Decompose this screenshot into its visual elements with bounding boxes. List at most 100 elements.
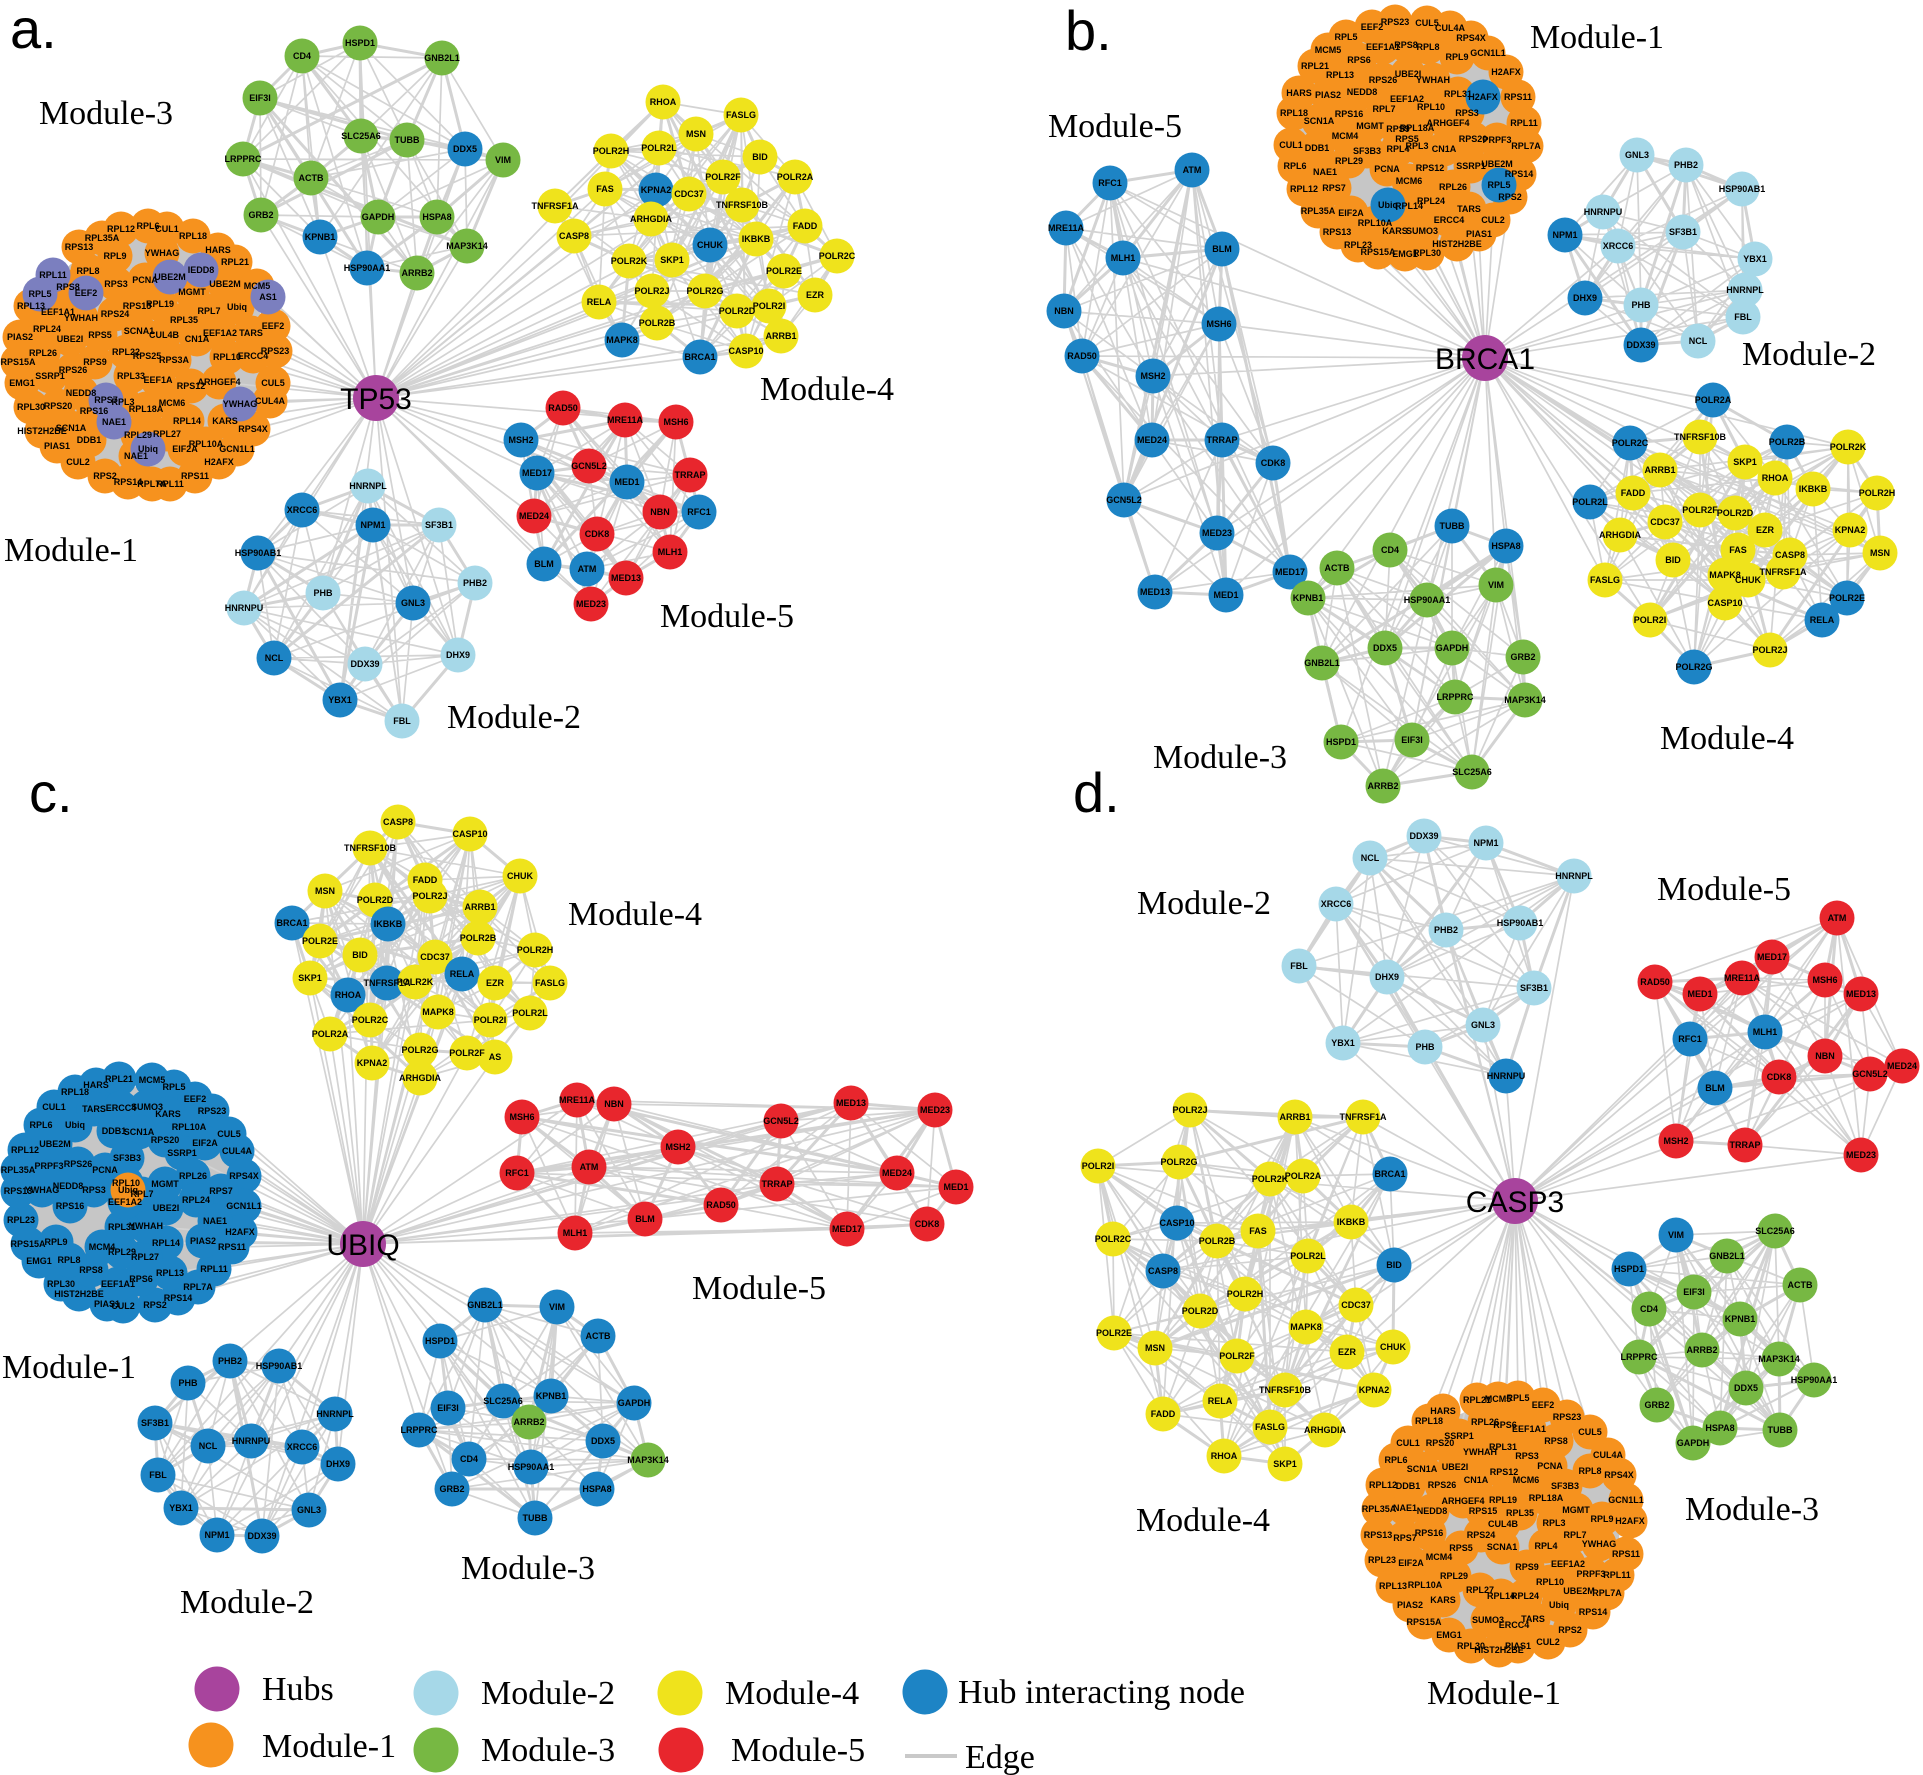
svg-text:RPL10: RPL10 <box>1536 1577 1564 1587</box>
svg-text:EEF2: EEF2 <box>75 288 98 298</box>
svg-text:RPL21: RPL21 <box>1463 1395 1491 1405</box>
svg-text:TRRAP: TRRAP <box>675 470 706 480</box>
svg-text:RHOA: RHOA <box>1211 1451 1238 1461</box>
svg-text:RPS14: RPS14 <box>1505 169 1534 179</box>
svg-text:PHB2: PHB2 <box>1674 160 1698 170</box>
svg-text:PHB: PHB <box>313 588 333 598</box>
svg-text:Module-3: Module-3 <box>1685 1491 1819 1528</box>
svg-text:RPL8: RPL8 <box>76 266 99 276</box>
svg-text:RPL35A: RPL35A <box>1301 206 1336 216</box>
svg-text:DHX9: DHX9 <box>446 650 470 660</box>
svg-text:HSP90AB1: HSP90AB1 <box>256 1361 303 1371</box>
svg-text:MCM4: MCM4 <box>1332 131 1359 141</box>
svg-text:YWHAG: YWHAG <box>145 248 180 258</box>
svg-text:RPL11: RPL11 <box>200 1264 228 1274</box>
svg-text:RELA: RELA <box>1810 615 1835 625</box>
svg-text:RPS4X: RPS4X <box>229 1171 259 1181</box>
svg-text:POLR2F: POLR2F <box>1219 1351 1255 1361</box>
svg-text:NCL: NCL <box>265 653 284 663</box>
svg-text:RPL31: RPL31 <box>1444 89 1472 99</box>
svg-text:PIAS1: PIAS1 <box>1505 1641 1531 1651</box>
svg-text:H2AFX: H2AFX <box>1615 1516 1645 1526</box>
svg-text:RPL23: RPL23 <box>1368 1555 1396 1565</box>
svg-text:Module-3: Module-3 <box>481 1732 615 1769</box>
svg-text:POLR2L: POLR2L <box>641 143 677 153</box>
svg-text:MRE11A: MRE11A <box>1724 973 1761 983</box>
svg-text:TNFRSF10B: TNFRSF10B <box>716 200 769 210</box>
svg-text:Module-3: Module-3 <box>1153 739 1287 776</box>
svg-text:GCN1L1: GCN1L1 <box>1608 1495 1644 1505</box>
svg-text:MCM6: MCM6 <box>159 398 186 408</box>
svg-text:TNFRSF10B: TNFRSF10B <box>344 843 397 853</box>
svg-text:RPL11: RPL11 <box>156 479 184 489</box>
svg-text:POLR2E: POLR2E <box>1829 593 1865 603</box>
svg-text:GNB2L1: GNB2L1 <box>467 1300 503 1310</box>
svg-text:MED23: MED23 <box>920 1105 950 1115</box>
svg-text:AS1: AS1 <box>259 292 277 302</box>
svg-text:POLR2G: POLR2G <box>686 286 723 296</box>
svg-text:H2AFX: H2AFX <box>204 457 234 467</box>
svg-text:RPL9: RPL9 <box>44 1237 67 1247</box>
svg-text:RPS26: RPS26 <box>59 365 88 375</box>
svg-text:FBL: FBL <box>393 716 411 726</box>
svg-text:RPS24: RPS24 <box>101 309 130 319</box>
svg-text:RPS23: RPS23 <box>198 1106 227 1116</box>
svg-text:RPL12: RPL12 <box>1369 1480 1397 1490</box>
svg-text:RPL8: RPL8 <box>1578 1466 1601 1476</box>
svg-text:RPL5: RPL5 <box>1506 1393 1529 1403</box>
svg-text:RPL6: RPL6 <box>29 1120 52 1130</box>
svg-text:RPS15A: RPS15A <box>1406 1617 1442 1627</box>
svg-text:RAD50: RAD50 <box>1640 977 1670 987</box>
svg-text:CHUK: CHUK <box>697 240 723 250</box>
svg-text:HNRNPU: HNRNPU <box>1487 1071 1526 1081</box>
svg-text:NCL: NCL <box>1361 853 1380 863</box>
svg-text:FASLG: FASLG <box>1590 575 1620 585</box>
svg-text:KPNA2: KPNA2 <box>1835 525 1866 535</box>
svg-text:RPL4: RPL4 <box>1386 144 1409 154</box>
svg-text:YBX1: YBX1 <box>1743 254 1767 264</box>
svg-text:RPS8: RPS8 <box>79 1265 103 1275</box>
svg-text:GAPDH: GAPDH <box>1436 643 1469 653</box>
svg-text:CDC37: CDC37 <box>674 189 704 199</box>
svg-text:POLR2L: POLR2L <box>1290 1251 1326 1261</box>
svg-text:Module-1: Module-1 <box>1427 1675 1561 1712</box>
svg-text:RPS14: RPS14 <box>1579 1607 1608 1617</box>
svg-text:SLC25A6: SLC25A6 <box>1452 767 1492 777</box>
svg-text:HNRNPU: HNRNPU <box>1584 207 1623 217</box>
svg-text:CASP3: CASP3 <box>1466 1186 1564 1219</box>
svg-text:POLR2K: POLR2K <box>1252 1174 1289 1184</box>
svg-text:POLR2I: POLR2I <box>753 301 786 311</box>
svg-text:MCM4: MCM4 <box>89 1242 116 1252</box>
svg-text:H2AFX: H2AFX <box>1468 92 1498 102</box>
svg-text:PIAS1: PIAS1 <box>44 441 70 451</box>
svg-text:MCM5: MCM5 <box>1315 45 1342 55</box>
svg-text:DDB1: DDB1 <box>1305 143 1330 153</box>
svg-text:RPS4X: RPS4X <box>238 424 268 434</box>
svg-text:CUL2: CUL2 <box>111 1301 135 1311</box>
svg-text:DHX9: DHX9 <box>1375 972 1399 982</box>
svg-text:RPS3: RPS3 <box>1515 1451 1539 1461</box>
svg-text:RPL7A: RPL7A <box>183 1282 213 1292</box>
svg-text:ARRB2: ARRB2 <box>401 268 432 278</box>
svg-text:RPS20: RPS20 <box>151 1135 180 1145</box>
svg-text:MSH6: MSH6 <box>1206 319 1231 329</box>
svg-text:EZR: EZR <box>486 978 505 988</box>
svg-text:RHOA: RHOA <box>335 990 362 1000</box>
svg-text:RELA: RELA <box>587 297 612 307</box>
svg-text:EEF1A2: EEF1A2 <box>1390 94 1424 104</box>
svg-text:POLR2L: POLR2L <box>512 1008 548 1018</box>
svg-text:GRB2: GRB2 <box>1510 652 1535 662</box>
svg-text:KPNB1: KPNB1 <box>1725 1314 1756 1324</box>
svg-text:CHUK: CHUK <box>1735 575 1761 585</box>
svg-text:MLH1: MLH1 <box>563 1228 588 1238</box>
svg-text:CASP10: CASP10 <box>452 829 487 839</box>
svg-text:RPS12: RPS12 <box>1416 163 1445 173</box>
svg-text:MED13: MED13 <box>1140 587 1170 597</box>
svg-text:RPL13: RPL13 <box>156 1268 184 1278</box>
svg-text:XRCC6: XRCC6 <box>287 505 318 515</box>
svg-text:SSRP1: SSRP1 <box>35 371 65 381</box>
svg-text:KPNB1: KPNB1 <box>1293 593 1324 603</box>
svg-text:FADD: FADD <box>413 875 438 885</box>
svg-text:EZR: EZR <box>1756 525 1775 535</box>
svg-text:SSRP1: SSRP1 <box>1456 161 1486 171</box>
